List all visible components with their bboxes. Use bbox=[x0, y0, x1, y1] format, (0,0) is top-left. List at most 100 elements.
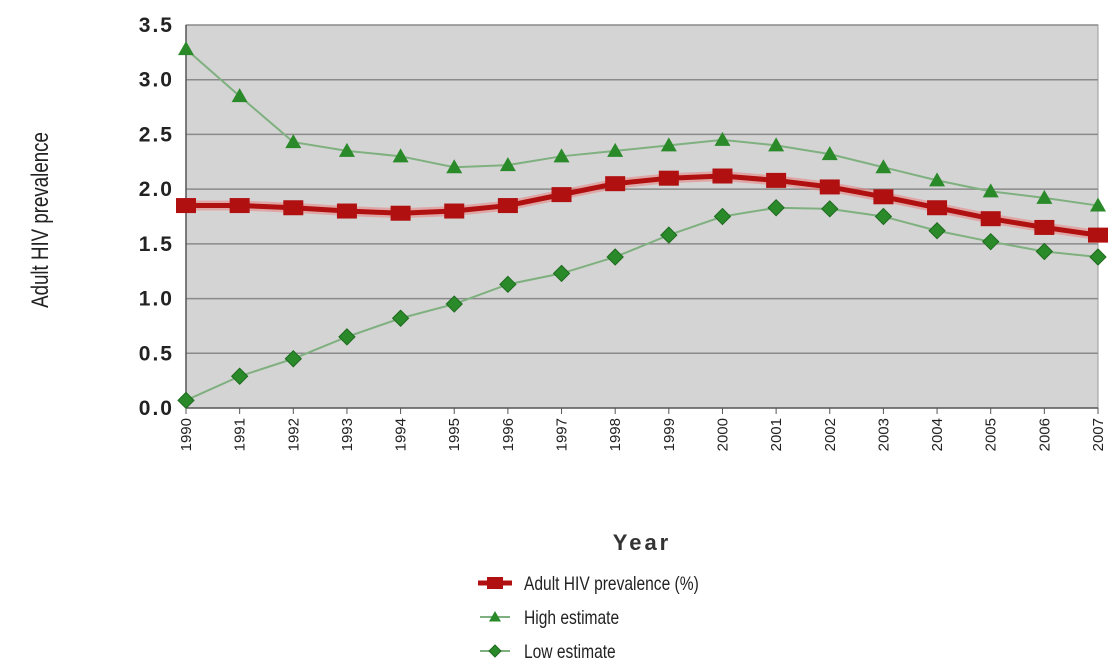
data-point bbox=[766, 172, 787, 188]
data-point bbox=[176, 198, 196, 214]
data-point bbox=[980, 211, 1001, 227]
data-point bbox=[929, 172, 946, 187]
x-tick-label: 1994 bbox=[393, 418, 410, 451]
data-point bbox=[981, 232, 1000, 251]
series-line bbox=[185, 48, 1099, 207]
legend-label: Adult HIV prevalence (%) bbox=[524, 573, 699, 595]
data-point bbox=[444, 203, 465, 219]
x-axis: 1990 1991 1992 1993 1994 1995 1996 1997 1998 1999… bbox=[178, 408, 1107, 451]
data-point bbox=[446, 159, 463, 174]
data-point bbox=[178, 41, 194, 56]
legend-label: High estimate bbox=[524, 607, 619, 629]
x-tick-label: 1999 bbox=[661, 418, 678, 451]
x-tick-label: 2007 bbox=[1090, 418, 1107, 451]
x-tick-label: 1995 bbox=[446, 418, 463, 451]
y-tick-label: 2.5 bbox=[139, 123, 174, 146]
data-point bbox=[553, 148, 570, 163]
data-point bbox=[551, 187, 572, 203]
data-point bbox=[499, 157, 516, 172]
data-point bbox=[285, 134, 302, 149]
data-point bbox=[873, 189, 894, 205]
data-point bbox=[489, 611, 501, 622]
data-point bbox=[714, 131, 731, 146]
data-point bbox=[338, 142, 355, 157]
data-point bbox=[660, 226, 678, 244]
y-tick-label: 3.5 bbox=[139, 14, 174, 37]
series-line bbox=[185, 206, 1099, 402]
data-point bbox=[875, 159, 892, 174]
data-point bbox=[821, 200, 839, 218]
x-tick-label: 2006 bbox=[1036, 418, 1053, 451]
data-point bbox=[1089, 248, 1107, 266]
x-tick-label: 1997 bbox=[554, 418, 571, 451]
data-point bbox=[231, 88, 248, 103]
data-point bbox=[712, 168, 733, 184]
y-tick-label: 0.5 bbox=[139, 342, 174, 365]
x-tick-label: 1990 bbox=[178, 418, 195, 451]
x-axis-title: Year bbox=[613, 530, 672, 555]
data-point bbox=[497, 198, 518, 214]
series-group bbox=[176, 41, 1108, 410]
legend-item: Adult HIV prevalence (%) bbox=[478, 573, 699, 595]
data-point bbox=[336, 203, 357, 219]
data-point bbox=[1035, 242, 1054, 261]
data-point bbox=[768, 137, 785, 152]
data-point bbox=[177, 391, 195, 410]
data-point bbox=[338, 328, 356, 346]
legend: Adult HIV prevalence (%) High estimate Low… bbox=[478, 573, 699, 663]
data-point bbox=[552, 264, 571, 283]
legend-item: High estimate bbox=[480, 607, 619, 629]
data-point bbox=[767, 199, 785, 217]
data-point bbox=[283, 200, 304, 216]
series-prevalence bbox=[176, 168, 1108, 243]
y-tick-label: 0.0 bbox=[139, 397, 174, 420]
data-point bbox=[1088, 227, 1108, 243]
data-point bbox=[391, 309, 410, 327]
x-tick-label: 2000 bbox=[714, 418, 731, 451]
x-tick-label: 1992 bbox=[285, 418, 302, 451]
data-point bbox=[658, 170, 679, 186]
data-point bbox=[1090, 197, 1106, 212]
data-point bbox=[928, 222, 946, 240]
data-point bbox=[284, 350, 303, 368]
data-point bbox=[1034, 219, 1055, 235]
data-point bbox=[821, 146, 838, 161]
data-point bbox=[499, 275, 517, 294]
data-point bbox=[229, 198, 250, 214]
data-point bbox=[392, 148, 409, 163]
series-low-estimate bbox=[177, 199, 1107, 410]
legend-item: Low estimate bbox=[480, 641, 616, 663]
x-tick-label: 2001 bbox=[768, 418, 785, 451]
x-tick-label: 1998 bbox=[607, 418, 624, 451]
data-point bbox=[445, 295, 463, 313]
data-point bbox=[982, 183, 999, 198]
y-tick-label: 1.0 bbox=[139, 288, 174, 311]
y-tick-label: 1.5 bbox=[139, 233, 174, 256]
data-point bbox=[713, 207, 732, 226]
x-tick-label: 2002 bbox=[822, 418, 839, 451]
y-tick-label: 2.0 bbox=[139, 178, 174, 201]
data-point bbox=[660, 137, 677, 152]
x-tick-label: 1996 bbox=[500, 418, 517, 451]
series-high-estimate bbox=[178, 41, 1106, 212]
legend-label: Low estimate bbox=[524, 641, 616, 663]
data-point bbox=[606, 248, 624, 266]
x-tick-label: 2004 bbox=[929, 418, 946, 451]
data-point bbox=[1036, 189, 1053, 204]
data-point bbox=[230, 367, 249, 385]
x-tick-label: 1991 bbox=[232, 418, 249, 451]
data-point bbox=[874, 207, 893, 226]
y-axis-title: Adult HIV prevalence bbox=[27, 132, 54, 308]
data-point bbox=[390, 205, 411, 221]
x-tick-label: 1993 bbox=[339, 418, 356, 451]
y-tick-label: 3.0 bbox=[139, 69, 174, 92]
data-point bbox=[927, 200, 948, 216]
data-point bbox=[819, 179, 840, 195]
y-axis: 0.0 0.5 1.0 1.5 2.0 2.5 3.0 3.5 bbox=[139, 14, 174, 420]
x-tick-label: 2003 bbox=[875, 418, 892, 451]
data-point bbox=[607, 142, 624, 157]
x-tick-label: 2005 bbox=[983, 418, 1000, 451]
legend-marker bbox=[487, 577, 503, 589]
